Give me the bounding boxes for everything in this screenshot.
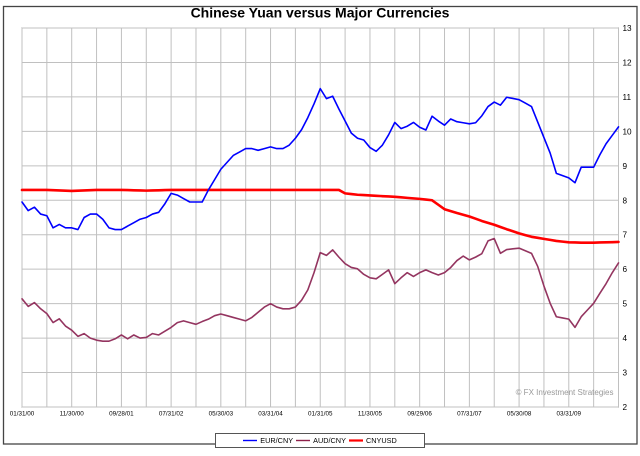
svg-text:13: 13	[623, 24, 633, 33]
svg-text:3: 3	[623, 369, 628, 378]
svg-text:01/31/00: 01/31/00	[10, 411, 35, 418]
svg-text:© FX Investment Strategies: © FX Investment Strategies	[516, 388, 614, 397]
svg-text:11/30/05: 11/30/05	[358, 411, 383, 418]
svg-text:10: 10	[623, 127, 633, 136]
svg-text:01/31/05: 01/31/05	[308, 411, 333, 418]
svg-text:07/31/02: 07/31/02	[159, 411, 184, 418]
svg-text:03/31/04: 03/31/04	[258, 411, 283, 418]
svg-text:2: 2	[623, 403, 628, 412]
svg-text:7: 7	[623, 231, 628, 240]
svg-text:09/28/01: 09/28/01	[109, 411, 134, 418]
svg-text:03/31/09: 03/31/09	[557, 411, 582, 418]
svg-text:9: 9	[623, 162, 628, 171]
svg-text:11/30/00: 11/30/00	[60, 411, 85, 418]
svg-text:8: 8	[623, 196, 628, 205]
svg-text:5: 5	[623, 300, 628, 309]
svg-text:4: 4	[623, 334, 628, 343]
svg-text:Chinese Yuan versus Major Curr: Chinese Yuan versus Major Currencies	[191, 5, 450, 21]
svg-text:05/30/08: 05/30/08	[507, 411, 532, 418]
svg-text:05/30/03: 05/30/03	[209, 411, 234, 418]
svg-text:07/31/07: 07/31/07	[457, 411, 482, 418]
svg-text:6: 6	[623, 265, 628, 274]
svg-text:12: 12	[623, 58, 633, 67]
svg-text:09/29/06: 09/29/06	[407, 411, 432, 418]
svg-text:11: 11	[623, 93, 632, 102]
